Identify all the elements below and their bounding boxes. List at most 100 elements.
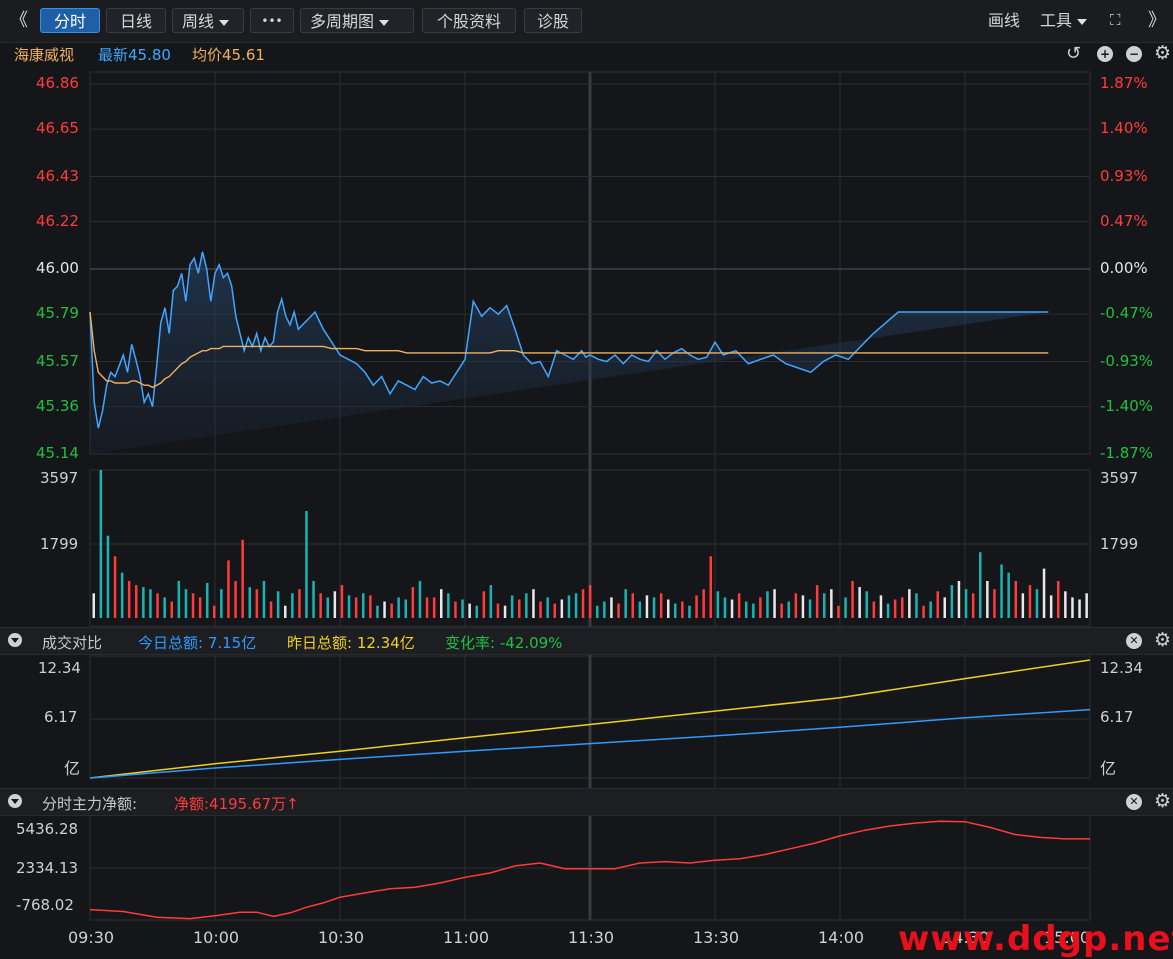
volume-bar bbox=[518, 599, 521, 618]
diagnose-button[interactable]: 诊股 bbox=[524, 8, 582, 33]
price-tick-left: 46.43 bbox=[36, 166, 79, 185]
tab-intraday[interactable]: 分时 bbox=[40, 8, 100, 33]
volume-bar bbox=[1078, 599, 1081, 618]
tab-daily[interactable]: 日线 bbox=[106, 8, 166, 33]
volume-bar bbox=[893, 599, 897, 618]
volume-bar bbox=[1035, 589, 1039, 618]
volume-bar bbox=[971, 593, 975, 618]
collapse-panel-icon[interactable] bbox=[8, 794, 22, 808]
volume-bar bbox=[844, 597, 847, 618]
volume-bar bbox=[503, 605, 507, 618]
volume-bar bbox=[532, 589, 535, 618]
time-tick: 14:30 bbox=[943, 928, 990, 947]
chevron-down-icon bbox=[219, 19, 230, 26]
volume-bar bbox=[206, 583, 209, 618]
gear-icon[interactable]: ⚙ bbox=[1154, 42, 1172, 64]
volume-bar bbox=[943, 597, 946, 618]
volume-bar bbox=[560, 599, 564, 618]
volume-bar bbox=[390, 603, 393, 618]
close-icon[interactable]: ✕ bbox=[1126, 794, 1142, 810]
collapse-left-icon[interactable]: 《 bbox=[10, 10, 28, 31]
turnover-tick-max-left: 12.34 bbox=[38, 659, 81, 677]
volume-bar bbox=[184, 589, 188, 618]
flow-panel-title: 分时主力净额: bbox=[42, 795, 138, 813]
volume-bar bbox=[979, 552, 982, 618]
today-turnover: 今日总额: 7.15亿 bbox=[138, 634, 257, 652]
volume-tick-mid-right: 1799 bbox=[1100, 535, 1139, 553]
volume-bar bbox=[986, 581, 989, 618]
volume-bar bbox=[170, 601, 173, 618]
volume-bar bbox=[113, 556, 117, 618]
zoom-in-icon[interactable]: + bbox=[1097, 46, 1113, 62]
draw-line-button[interactable]: 画线 bbox=[988, 11, 1021, 30]
volume-tick-max-right: 3597 bbox=[1100, 469, 1139, 487]
period-dropdown[interactable]: 周线 bbox=[172, 8, 244, 33]
latest-price: 最新45.80 bbox=[98, 46, 171, 64]
multi-period-label: 多周期图 bbox=[310, 12, 375, 31]
multi-period-dropdown[interactable]: 多周期图 bbox=[300, 8, 414, 33]
expand-right-icon[interactable]: 》 bbox=[1148, 10, 1166, 31]
stock-name: 海康威视 bbox=[14, 46, 75, 64]
volume-bar bbox=[425, 597, 429, 618]
price-tick-left: 45.57 bbox=[36, 351, 79, 370]
gear-icon[interactable]: ⚙ bbox=[1154, 790, 1172, 812]
volume-bar bbox=[454, 601, 457, 618]
volume-bar bbox=[142, 587, 145, 618]
volume-bar bbox=[957, 581, 961, 618]
volume-bar bbox=[326, 597, 329, 618]
volume-bar bbox=[1021, 593, 1025, 618]
net-flow-label: 净额:4195.67万 bbox=[174, 795, 287, 813]
watermark: www.ddgp.net bbox=[898, 919, 1173, 959]
volume-bar bbox=[603, 601, 606, 618]
turnover-panel-title: 成交对比 bbox=[42, 634, 103, 652]
volume-bar bbox=[773, 589, 776, 618]
volume-bar bbox=[354, 597, 358, 618]
time-tick: 11:00 bbox=[443, 928, 490, 947]
volume-bar bbox=[482, 591, 486, 618]
volume-bar bbox=[461, 599, 464, 618]
volume-bar bbox=[645, 595, 649, 618]
price-lines bbox=[89, 251, 1049, 429]
volume-bar bbox=[574, 593, 578, 618]
volume-bar bbox=[851, 581, 854, 618]
flow-tick-min: -768.02 bbox=[16, 896, 74, 914]
volume-bar bbox=[730, 599, 734, 618]
volume-bar bbox=[525, 593, 528, 618]
volume-bar bbox=[901, 597, 904, 618]
volume-tick-mid-left: 1799 bbox=[40, 535, 79, 553]
turnover-tick-mid-right: 6.17 bbox=[1100, 708, 1134, 726]
volume-bar bbox=[1057, 581, 1060, 618]
zoom-out-icon[interactable]: − bbox=[1126, 46, 1142, 62]
more-button[interactable]: ••• bbox=[250, 8, 294, 33]
toolbar: 《 分时 日线 周线 ••• 多周期图 个股资料 诊股 画线 工具 ⛶ 》 bbox=[0, 0, 1173, 43]
price-area-fill bbox=[90, 251, 1049, 454]
volume-bar bbox=[99, 470, 103, 618]
percent-tick-right: 0.93% bbox=[1100, 166, 1148, 185]
undo-icon[interactable]: ↺ bbox=[1066, 43, 1082, 64]
volume-bar bbox=[213, 605, 216, 618]
time-tick: 10:00 bbox=[193, 928, 240, 947]
volume-bar bbox=[936, 591, 939, 618]
turnover-unit-left: 亿 bbox=[64, 759, 81, 778]
close-icon[interactable]: ✕ bbox=[1126, 633, 1142, 649]
volume-bar bbox=[191, 593, 195, 618]
time-tick: 15:00 bbox=[1044, 928, 1091, 947]
volume-bars bbox=[92, 470, 1088, 618]
volume-bar bbox=[475, 605, 478, 618]
volume-bar bbox=[432, 597, 436, 618]
volume-bar bbox=[610, 597, 613, 618]
volume-bar bbox=[411, 587, 415, 618]
gear-icon[interactable]: ⚙ bbox=[1154, 629, 1172, 651]
volume-bar bbox=[865, 591, 868, 618]
volume-bar bbox=[291, 593, 294, 618]
time-tick: 10:30 bbox=[318, 928, 365, 947]
tools-dropdown[interactable]: 工具 bbox=[1040, 8, 1088, 33]
turnover-tick-mid-left: 6.17 bbox=[44, 708, 78, 726]
price-tick-left: 45.36 bbox=[36, 396, 79, 415]
flow-lines bbox=[89, 820, 1090, 920]
volume-bar bbox=[794, 593, 798, 618]
collapse-panel-icon[interactable] bbox=[8, 633, 22, 647]
volume-bar bbox=[837, 605, 840, 618]
fullscreen-icon[interactable]: ⛶ bbox=[1110, 11, 1121, 29]
stock-info-button[interactable]: 个股资料 bbox=[422, 8, 516, 33]
